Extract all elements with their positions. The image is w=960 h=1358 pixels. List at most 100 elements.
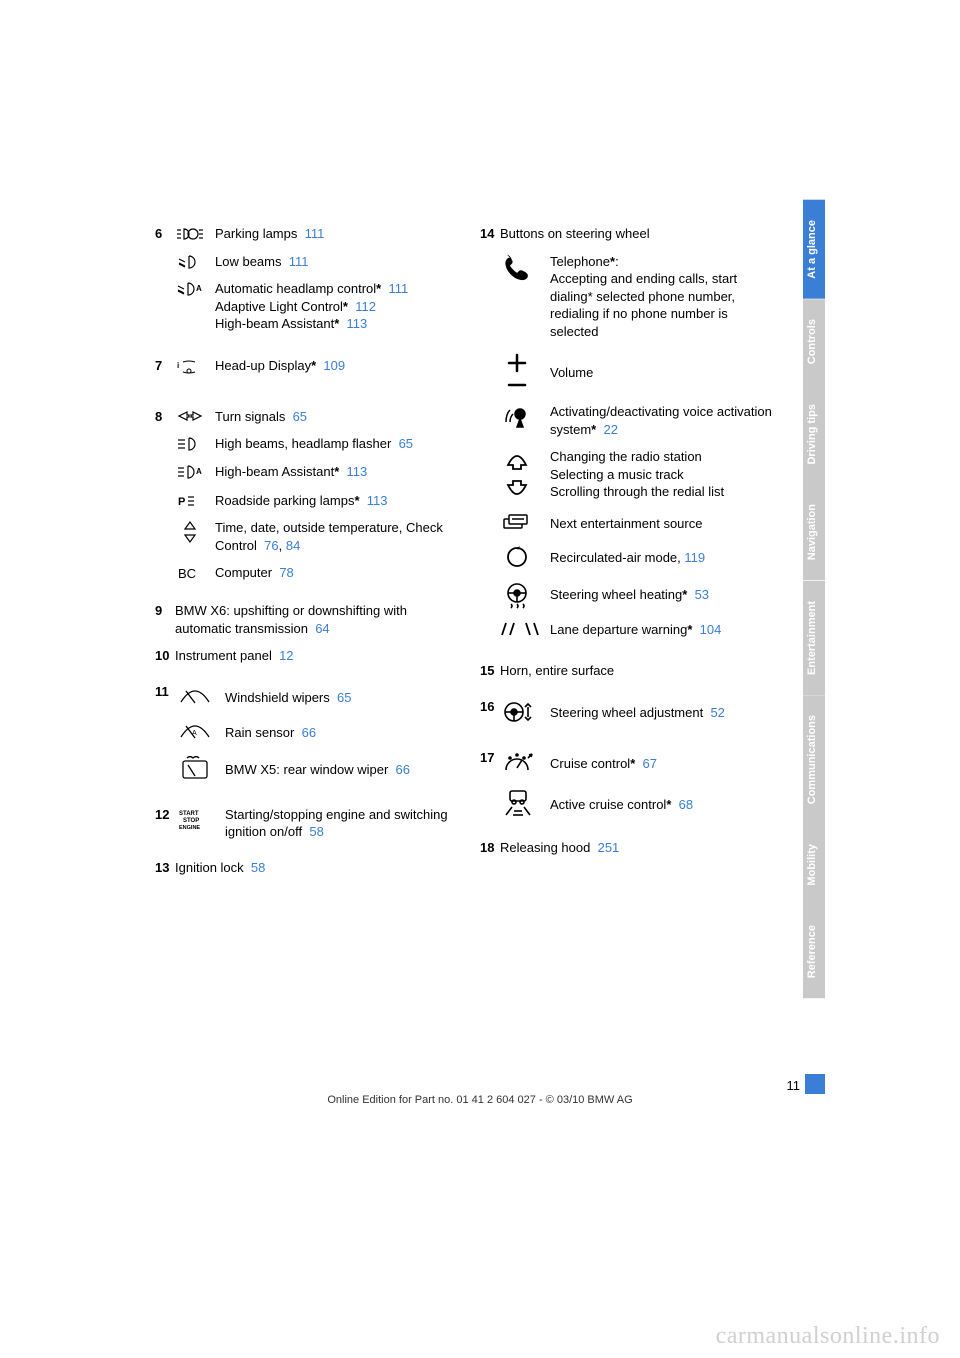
- text: Buttons on steering wheel: [500, 226, 650, 241]
- page-ref[interactable]: 58: [251, 860, 265, 875]
- item-14-recirc: Recirculated-air mode, 119: [480, 543, 775, 570]
- tab-driving-tips[interactable]: Driving tips: [803, 384, 825, 485]
- tab-entertainment[interactable]: Entertainment: [803, 581, 825, 695]
- start-stop-icon: STARTSTOPENGINE: [175, 806, 225, 841]
- page-ref[interactable]: 113: [347, 464, 368, 479]
- item-8-row-2: High beams, headlamp flasher 65: [155, 435, 450, 453]
- text: Volume: [550, 365, 593, 380]
- page-ref[interactable]: 64: [315, 621, 329, 636]
- wiper-icon: [175, 683, 225, 708]
- page-ref[interactable]: 251: [598, 840, 620, 855]
- text: Changing the radio station: [550, 449, 702, 464]
- bc-icon: BC: [175, 564, 215, 582]
- source-icon: [500, 511, 550, 533]
- page-ref[interactable]: 113: [347, 316, 368, 331]
- item-number-10: 10: [155, 647, 175, 665]
- item-17-row-2: Active cruise control* 68: [480, 786, 775, 819]
- page-ref[interactable]: 111: [388, 281, 408, 296]
- turn-signals-icon: [175, 408, 215, 426]
- item-6-row-3: A Automatic headlamp control* 111 Adapti…: [155, 280, 450, 333]
- tab-at-a-glance[interactable]: At a glance: [803, 200, 825, 299]
- page-ref[interactable]: 76: [264, 538, 278, 553]
- item-14-wheel-heat: Steering wheel heating* 53: [480, 580, 775, 609]
- page-ref[interactable]: 65: [337, 690, 351, 705]
- page-ref[interactable]: 111: [305, 226, 325, 241]
- item-15: 15 Horn, entire surface: [480, 662, 775, 680]
- text: Steering wheel heating: [550, 587, 682, 602]
- page-ref[interactable]: 67: [643, 756, 657, 771]
- item-14-volume: Volume: [480, 350, 775, 393]
- item-14-source: Next entertainment source: [480, 511, 775, 533]
- item-10: 10 Instrument panel 12: [155, 647, 450, 665]
- text: Steering wheel adjustment: [550, 705, 703, 720]
- updown-icon: [500, 448, 550, 501]
- item-9: 9 BMW X6: upshifting or downshifting wit…: [155, 602, 450, 637]
- text: Time, date, outside temperature, Check C…: [215, 520, 443, 553]
- text: Computer: [215, 565, 272, 580]
- item-11-row-3: BMW X5: rear window wiper 66: [155, 753, 450, 782]
- page-ref[interactable]: 65: [293, 409, 307, 424]
- item-17-row-1: 17 Cruise control* 67: [480, 749, 775, 776]
- text: Telephone: [550, 254, 610, 269]
- rain-sensor-icon: A: [175, 718, 225, 743]
- text: Activating/deactivating voice activation…: [550, 404, 772, 437]
- page-ref[interactable]: 65: [399, 436, 413, 451]
- text: Head-up Display: [215, 358, 311, 373]
- page-ref[interactable]: 68: [679, 797, 693, 812]
- page-ref[interactable]: 84: [286, 538, 300, 553]
- volume-icon: [500, 350, 550, 393]
- svg-text:i: i: [177, 361, 179, 370]
- page-ref[interactable]: 58: [309, 824, 323, 839]
- page-ref[interactable]: 12: [279, 648, 293, 663]
- text: Rain sensor: [225, 725, 294, 740]
- text: High beams, headlamp flasher: [215, 436, 391, 451]
- item-8-row-1: 8 Turn signals 65: [155, 408, 450, 426]
- svg-text:A: A: [196, 467, 202, 476]
- active-cruise-icon: [500, 786, 550, 819]
- text: High-beam Assistant: [215, 316, 334, 331]
- svg-text:BC: BC: [178, 566, 196, 581]
- item-14-lane: Lane departure warning* 104: [480, 619, 775, 639]
- svg-text:P: P: [178, 496, 185, 508]
- text: BMW X5: rear window wiper: [225, 762, 388, 777]
- page-ref[interactable]: 119: [684, 550, 705, 565]
- page-ref[interactable]: 78: [279, 565, 293, 580]
- phone-icon: [500, 253, 550, 341]
- svg-text:START: START: [179, 811, 199, 817]
- desc: Accepting and ending calls, start dialin…: [550, 271, 737, 339]
- page-ref[interactable]: 104: [700, 622, 722, 637]
- left-column: 6 Parking lamps 111 Low beams 111 A: [155, 225, 450, 886]
- item-number-7: 7: [155, 357, 175, 376]
- page-ref[interactable]: 66: [302, 725, 316, 740]
- page-ref[interactable]: 66: [396, 762, 410, 777]
- low-beams-icon: [175, 253, 215, 271]
- page-ref[interactable]: 111: [289, 254, 309, 269]
- page-ref[interactable]: 109: [323, 358, 345, 373]
- page-ref[interactable]: 53: [695, 587, 709, 602]
- cruise-icon: [500, 749, 550, 776]
- item-13: 13 Ignition lock 58: [155, 859, 450, 877]
- text: Cruise control: [550, 756, 630, 771]
- page-ref[interactable]: 112: [355, 299, 376, 314]
- page-ref[interactable]: 113: [367, 493, 388, 508]
- tab-reference[interactable]: Reference: [803, 905, 825, 998]
- tab-controls[interactable]: Controls: [803, 299, 825, 384]
- text: Ignition lock: [175, 860, 244, 875]
- item-7-row-1: 7 i Head-up Display* 109: [155, 357, 450, 376]
- page-ref[interactable]: 52: [710, 705, 724, 720]
- triangles-icon: [175, 519, 215, 554]
- text: Turn signals: [215, 409, 285, 424]
- watermark: carmanualsonline.info: [716, 1323, 940, 1350]
- page-number: 11: [787, 1078, 801, 1093]
- item-11-row-2: A Rain sensor 66: [155, 718, 450, 743]
- text: Releasing hood: [500, 840, 590, 855]
- item-14-phone: Telephone*: Accepting and ending calls, …: [480, 253, 775, 341]
- tab-communications[interactable]: Communications: [803, 695, 825, 824]
- page-ref[interactable]: 22: [603, 422, 617, 437]
- tab-mobility[interactable]: Mobility: [803, 824, 825, 906]
- roadside-parking-icon: P: [175, 492, 215, 510]
- hud-icon: i: [175, 357, 215, 376]
- tab-navigation[interactable]: Navigation: [803, 484, 825, 580]
- item-number-8: 8: [155, 408, 175, 426]
- text: Instrument panel: [175, 648, 272, 663]
